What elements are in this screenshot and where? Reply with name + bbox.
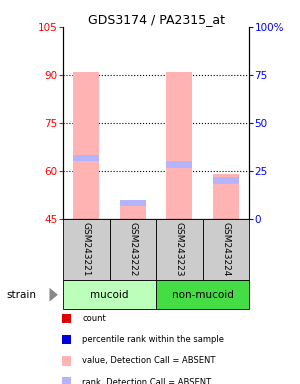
Bar bbox=[156, 219, 202, 280]
Bar bbox=[213, 177, 239, 184]
Bar bbox=[213, 174, 239, 219]
Bar bbox=[63, 280, 156, 309]
Text: GSM243221: GSM243221 bbox=[82, 222, 91, 277]
Text: value, Detection Call = ABSENT: value, Detection Call = ABSENT bbox=[82, 356, 216, 366]
Bar bbox=[156, 280, 249, 309]
Bar bbox=[110, 219, 156, 280]
Bar bbox=[63, 219, 110, 280]
Polygon shape bbox=[50, 288, 58, 302]
Bar bbox=[120, 203, 146, 219]
Text: mucoid: mucoid bbox=[90, 290, 129, 300]
Bar bbox=[74, 72, 99, 219]
Bar bbox=[202, 219, 249, 280]
Text: GSM243222: GSM243222 bbox=[128, 222, 137, 277]
Text: percentile rank within the sample: percentile rank within the sample bbox=[82, 335, 224, 344]
Bar bbox=[120, 200, 146, 206]
Bar bbox=[167, 161, 192, 168]
Text: strain: strain bbox=[6, 290, 36, 300]
Text: count: count bbox=[82, 314, 106, 323]
Text: GSM243223: GSM243223 bbox=[175, 222, 184, 277]
Text: non-mucoid: non-mucoid bbox=[172, 290, 233, 300]
Text: GSM243224: GSM243224 bbox=[221, 222, 230, 277]
Title: GDS3174 / PA2315_at: GDS3174 / PA2315_at bbox=[88, 13, 224, 26]
Text: rank, Detection Call = ABSENT: rank, Detection Call = ABSENT bbox=[82, 377, 211, 384]
Bar bbox=[74, 155, 99, 161]
Bar bbox=[167, 72, 192, 219]
